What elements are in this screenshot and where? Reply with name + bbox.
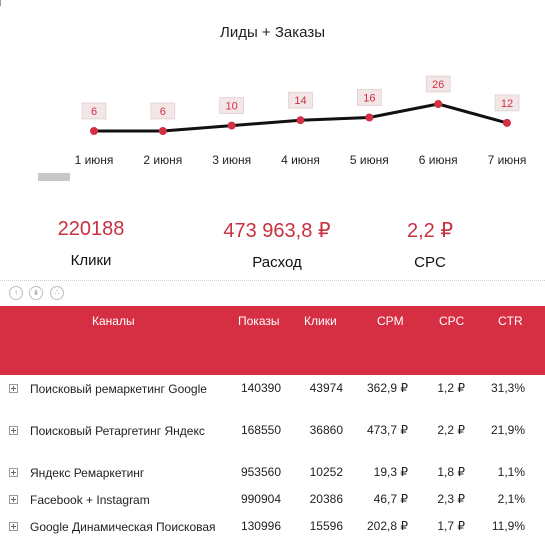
expand-row-icon[interactable] <box>9 522 18 531</box>
data-label: 12 <box>501 98 513 110</box>
data-point[interactable] <box>296 116 305 125</box>
shows-cell: 140390 <box>240 381 281 395</box>
expand-row-icon[interactable] <box>9 468 18 477</box>
col-header-ctr[interactable]: CTR <box>498 314 523 328</box>
chart-scrollbar[interactable] <box>38 173 70 181</box>
kpi-clicks-label: Клики <box>70 252 112 269</box>
data-label-box <box>494 94 520 112</box>
ctr-cell: 1,1% <box>497 465 525 479</box>
data-label-box <box>219 97 244 114</box>
table-body: Поисковый ремаркетинг Google 140390 4397… <box>0 379 545 551</box>
x-tick-label: 7 июня <box>488 153 527 167</box>
x-tick-label: 5 июня <box>350 153 389 167</box>
clicks-cell: 43974 <box>309 381 343 395</box>
data-label: 6 <box>160 106 166 118</box>
cpc-cell: 1,2 ₽ <box>437 381 465 395</box>
ctr-cell: 21,9% <box>490 423 525 437</box>
col-header-shows[interactable]: Показы <box>238 314 280 328</box>
cpc-cell: 2,3 ₽ <box>437 492 465 506</box>
cpm-cell: 46,7 ₽ <box>373 492 408 506</box>
data-label: 6 <box>91 106 97 118</box>
data-label-box <box>357 89 382 106</box>
cpc-cell: 1,7 ₽ <box>437 519 465 533</box>
x-axis-ticks: 1 июня 2 июня 3 июня 4 июня 5 июня 6 июня 7 ию… <box>75 153 527 167</box>
x-tick-label: 3 июня <box>212 153 251 167</box>
clicks-cell: 20386 <box>309 492 343 506</box>
data-point[interactable] <box>90 127 98 135</box>
data-label-box <box>288 91 313 109</box>
cpm-cell: 19,3 ₽ <box>373 465 408 479</box>
clicks-cell: 36860 <box>309 423 343 437</box>
table-row: Facebook + Instagram 990904 20386 46,7 ₽… <box>0 490 545 517</box>
shows-cell: 168550 <box>240 423 281 437</box>
col-header-channels[interactable]: Каналы <box>92 314 135 328</box>
clicks-cell: 15596 <box>309 519 343 533</box>
kpi-spend: 473 963,8 ₽ Расход <box>187 218 367 271</box>
shows-cell: 953560 <box>240 465 281 479</box>
data-point[interactable] <box>365 113 374 122</box>
cpc-cell: 1,8 ₽ <box>437 465 465 479</box>
channel-name: Google Динамическая Поисковая <box>30 520 216 534</box>
kpi-cpc-label: CPC <box>414 254 446 271</box>
channel-name: Facebook + Instagram <box>30 493 150 507</box>
chart-marks: 6 6 10 14 16 26 12 <box>81 75 520 135</box>
ctr-cell: 2,1% <box>497 492 525 506</box>
visual-toolbar: ↑ ↡ ∴ <box>0 280 545 306</box>
x-tick-label: 6 июня <box>419 153 458 167</box>
kpi-cpc-value: 2,2 ₽ <box>406 220 454 242</box>
data-point[interactable] <box>158 127 167 135</box>
corner-mark <box>0 0 6 6</box>
shows-cell: 130996 <box>240 519 281 533</box>
cpm-cell: 202,8 ₽ <box>367 519 408 533</box>
kpi-clicks-value: 220188 <box>57 218 125 240</box>
chart-title: Лиды + Заказы <box>220 24 325 41</box>
drill-up-icon[interactable]: ↑ <box>9 286 23 300</box>
x-tick-label: 2 июня <box>143 153 182 167</box>
kpi-cpc: 2,2 ₽ CPC <box>340 218 520 271</box>
ctr-cell: 31,3% <box>490 381 525 395</box>
channel-name: Яндекс Ремаркетинг <box>30 466 145 480</box>
kpi-spend-value: 473 963,8 ₽ <box>223 220 331 242</box>
data-label: 26 <box>432 79 444 91</box>
data-label: 10 <box>226 101 238 113</box>
data-label-box <box>425 75 451 93</box>
kpi-spend-label: Расход <box>252 254 302 271</box>
line-chart: 6 6 10 14 16 26 12 1 июня 2 июня 3 июня 4 июня 5 и… <box>75 75 527 167</box>
table-row: Яндекс Ремаркетинг 953560 10252 19,3 ₽ 1… <box>0 463 545 490</box>
x-tick-label: 1 июня <box>75 153 114 167</box>
table-row: Поисковый Ретаргетинг Яндекс 168550 3686… <box>0 421 545 463</box>
expand-row-icon[interactable] <box>9 384 18 393</box>
channels-table: Каналы Показы Клики CPM CPC CTR Поисковы… <box>0 306 545 551</box>
table-row: Поисковый ремаркетинг Google 140390 4397… <box>0 379 545 421</box>
expand-hierarchy-icon[interactable]: ∴ <box>50 286 64 300</box>
col-header-clicks[interactable]: Клики <box>304 314 337 328</box>
data-label: 16 <box>363 93 375 105</box>
drill-down-all-icon[interactable]: ↡ <box>29 286 43 300</box>
ctr-cell: 11,9% <box>491 519 525 533</box>
col-header-cpc[interactable]: CPC <box>439 314 465 328</box>
expand-row-icon[interactable] <box>9 426 18 435</box>
data-point[interactable] <box>227 121 236 130</box>
shows-cell: 990904 <box>240 492 281 506</box>
data-label-box <box>81 102 107 120</box>
cpm-cell: 473,7 ₽ <box>367 423 408 437</box>
table-row: Google Динамическая Поисковая 130996 155… <box>0 517 545 551</box>
clicks-cell: 10252 <box>309 465 343 479</box>
kpi-clicks: 220188 Клики <box>1 218 181 269</box>
cpc-cell: 2,2 ₽ <box>437 423 465 437</box>
x-tick-label: 4 июня <box>281 153 320 167</box>
col-header-cpm[interactable]: CPM <box>377 314 404 328</box>
expand-row-icon[interactable] <box>9 495 18 504</box>
table-header: Каналы Показы Клики CPM CPC CTR <box>0 306 545 375</box>
channel-name: Поисковый ремаркетинг Google <box>30 382 207 396</box>
cpm-cell: 362,9 ₽ <box>367 381 408 395</box>
data-point[interactable] <box>503 118 511 127</box>
data-label: 14 <box>294 95 306 107</box>
channel-name: Поисковый Ретаргетинг Яндекс <box>30 424 205 438</box>
data-label-box <box>150 102 176 120</box>
data-point[interactable] <box>434 100 443 108</box>
